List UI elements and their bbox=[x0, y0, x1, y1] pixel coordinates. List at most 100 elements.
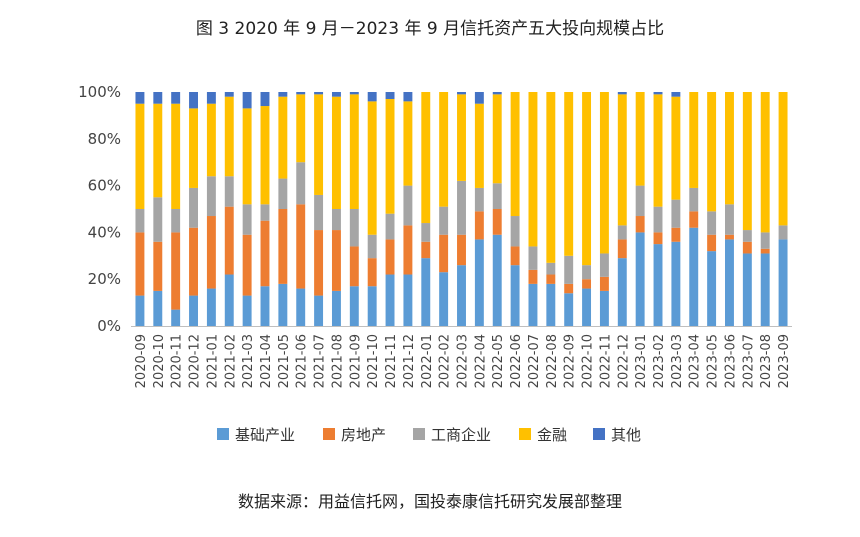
bar-segment bbox=[635, 232, 645, 326]
x-tick-label: 2022-08 bbox=[545, 334, 560, 388]
bar-segment bbox=[153, 103, 163, 198]
bar-segment bbox=[314, 194, 324, 231]
bar-segment bbox=[546, 262, 556, 275]
bar-segment bbox=[278, 283, 288, 326]
bar-segment bbox=[403, 274, 413, 326]
legend-label: 房地产 bbox=[341, 426, 386, 444]
bar-segment bbox=[510, 216, 520, 247]
bar-segment bbox=[689, 211, 699, 228]
x-tick-label: 2022-06 bbox=[509, 334, 524, 388]
bar-segment bbox=[742, 253, 752, 326]
bar-segment bbox=[528, 92, 538, 247]
bar-segment bbox=[617, 94, 627, 226]
x-tick-label: 2022-10 bbox=[581, 334, 596, 388]
legend-label: 金融 bbox=[537, 426, 567, 444]
bar-segment bbox=[492, 94, 502, 184]
bar-segment bbox=[242, 92, 252, 109]
bar-segment bbox=[189, 108, 198, 188]
bar-segment bbox=[510, 92, 520, 217]
bar-segment bbox=[349, 92, 359, 95]
bar-segment bbox=[564, 283, 574, 294]
bar-segment bbox=[760, 253, 770, 326]
bar-segment bbox=[457, 265, 466, 326]
bar-segment bbox=[492, 183, 502, 209]
bar-segment bbox=[439, 234, 449, 273]
bar-segment bbox=[653, 92, 663, 95]
bar-segment bbox=[206, 216, 216, 289]
bar-segment bbox=[671, 227, 681, 242]
bar-segment bbox=[242, 234, 252, 296]
x-tick-label: 2022-11 bbox=[598, 334, 613, 388]
bar-segment bbox=[367, 101, 377, 235]
bar-segment bbox=[171, 309, 181, 326]
y-tick-label: 100% bbox=[78, 83, 121, 101]
bar-segment bbox=[760, 232, 770, 249]
bar-segment bbox=[707, 234, 717, 252]
y-tick-label: 40% bbox=[88, 223, 121, 241]
bar-segment bbox=[582, 279, 592, 289]
bar-segment bbox=[742, 241, 752, 254]
bar-segment bbox=[349, 246, 359, 287]
bar-segment bbox=[135, 295, 145, 326]
bar-segment bbox=[725, 234, 734, 240]
bar-segment bbox=[224, 274, 234, 326]
bar-segment bbox=[403, 185, 413, 226]
x-tick-label: 2022-09 bbox=[563, 334, 578, 388]
bar-segment bbox=[457, 180, 466, 235]
bar-segment bbox=[510, 265, 520, 326]
bar-segment bbox=[367, 286, 377, 326]
bar-segment bbox=[707, 251, 717, 326]
bar-segment bbox=[421, 223, 431, 242]
x-tick-label: 2023-05 bbox=[706, 334, 721, 388]
bar-segment bbox=[582, 265, 592, 280]
bar-segment bbox=[314, 230, 324, 296]
bar-segment bbox=[224, 206, 234, 275]
legend-label: 其他 bbox=[611, 426, 641, 444]
bar-segment bbox=[617, 92, 627, 95]
bar-segment bbox=[635, 92, 645, 186]
x-tick-label: 2020-09 bbox=[134, 334, 149, 388]
chart-title: 图 3 2020 年 9 月－2023 年 9 月信托资产五大投向规模占比 bbox=[195, 19, 665, 39]
bar-segment bbox=[189, 295, 198, 326]
bar-segment bbox=[314, 295, 324, 326]
bar-segment bbox=[242, 108, 252, 205]
bar-segment bbox=[653, 244, 663, 326]
bar-segment bbox=[457, 94, 466, 181]
bar-segment bbox=[331, 209, 341, 231]
bar-segment bbox=[457, 234, 466, 266]
bar-segment bbox=[528, 283, 538, 326]
bar-segment bbox=[707, 92, 717, 212]
bar-segment bbox=[349, 209, 359, 247]
bar-segment bbox=[367, 258, 377, 287]
bar-segment bbox=[260, 286, 270, 326]
bar-segment bbox=[725, 204, 734, 235]
bar-segment bbox=[331, 290, 341, 326]
legend-swatch bbox=[593, 428, 605, 440]
bar-segment bbox=[296, 288, 306, 326]
bar-segment bbox=[492, 92, 502, 95]
bar-segment bbox=[260, 204, 270, 221]
bar-segment bbox=[171, 103, 181, 209]
bar-segment bbox=[689, 227, 699, 326]
x-tick-label: 2023-01 bbox=[634, 334, 649, 388]
x-tick-label: 2021-08 bbox=[330, 334, 345, 388]
bar-segment bbox=[135, 232, 145, 296]
bar-segment bbox=[278, 209, 288, 284]
bar-segment bbox=[689, 187, 699, 212]
bar-segment bbox=[617, 225, 627, 240]
bar-segment bbox=[457, 92, 466, 95]
legend-swatch bbox=[519, 428, 531, 440]
legend-label: 基础产业 bbox=[235, 426, 295, 444]
bar-segment bbox=[725, 239, 734, 326]
bar-segment bbox=[296, 162, 306, 205]
y-tick-label: 60% bbox=[88, 177, 121, 195]
bar-segment bbox=[278, 96, 288, 179]
x-tick-label: 2023-08 bbox=[759, 334, 774, 388]
bar-segment bbox=[778, 239, 788, 326]
bar-segment bbox=[349, 94, 359, 209]
bar-segment bbox=[224, 176, 234, 207]
x-tick-label: 2021-10 bbox=[366, 334, 381, 388]
x-tick-label: 2021-04 bbox=[259, 334, 274, 388]
legend: 基础产业 房地产 工商企业 金融 其他 bbox=[217, 426, 641, 444]
